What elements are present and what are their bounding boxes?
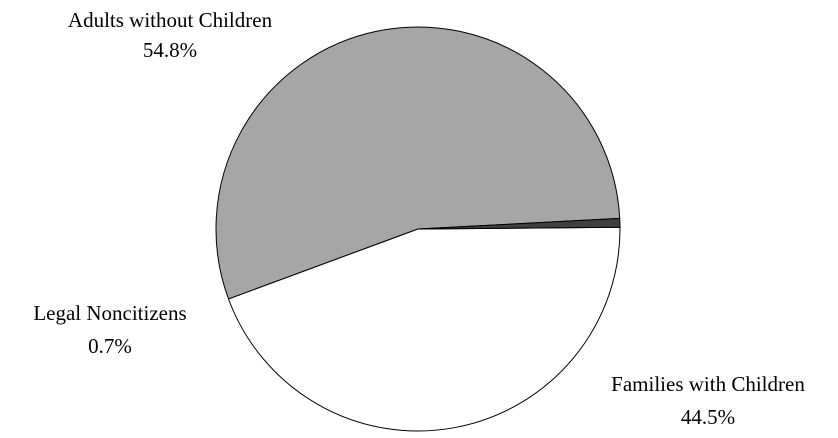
- slice-label-legal-noncitizens: Legal Noncitizens: [33, 301, 186, 325]
- slice-value-families-with-children: 44.5%: [681, 405, 735, 429]
- slice-value-adults-without-children: 54.8%: [143, 38, 197, 62]
- pie-slice-families-with-children: [227, 226, 621, 432]
- slice-label-families-with-children: Families with Children: [611, 372, 805, 396]
- pie-labels: Adults without Children 54.8% Legal Nonc…: [33, 8, 805, 429]
- pie-slice-legal-noncitizens: [417, 217, 621, 230]
- slice-value-legal-noncitizens: 0.7%: [88, 334, 132, 358]
- pie-slices: [215, 26, 621, 432]
- pie-slice-adults-without-children: [215, 26, 621, 300]
- slice-label-adults-without-children: Adults without Children: [68, 8, 273, 32]
